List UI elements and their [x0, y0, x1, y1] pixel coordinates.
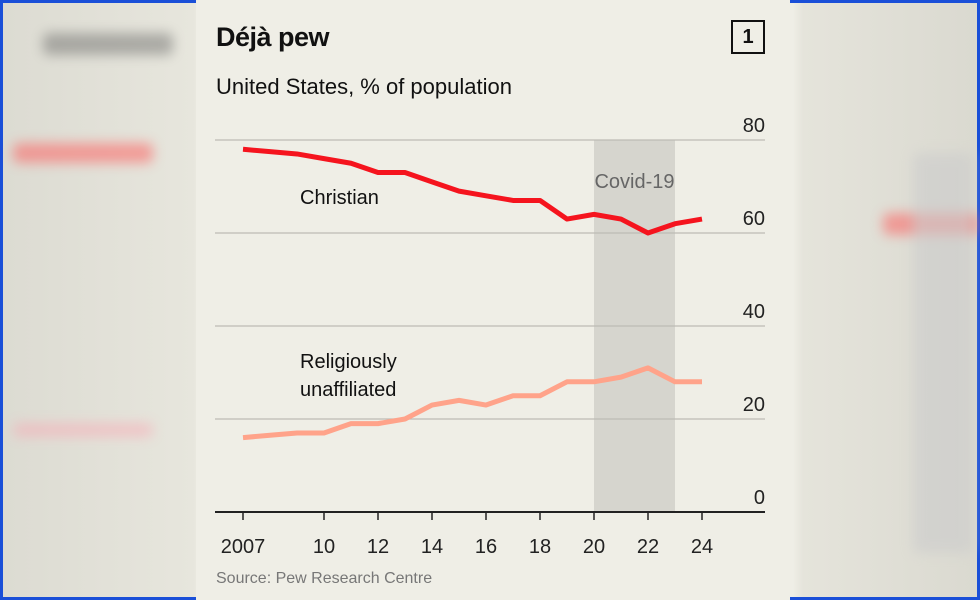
x-tick-label: 20 [583, 536, 605, 558]
chart-subtitle: United States, % of population [216, 74, 512, 99]
y-tick-label: 80 [743, 115, 765, 137]
series-line-christian [242, 146, 703, 236]
x-tick-label: 2007 [221, 536, 266, 558]
x-tick-label: 12 [367, 536, 389, 558]
series-label-unaffiliated-line1: Religiously [300, 351, 397, 373]
blurred-shade [913, 153, 973, 553]
y-tick-label: 20 [743, 394, 765, 416]
x-tick-label: 24 [691, 536, 713, 558]
x-tick-label: 10 [313, 536, 335, 558]
source-note: Source: Pew Research Centre [216, 570, 433, 587]
x-tick-label: 16 [475, 536, 497, 558]
series-line-unaffiliated [242, 365, 702, 441]
chart-number-badge: 1 [731, 20, 765, 54]
y-tick-label: 40 [743, 301, 765, 323]
series-label-unaffiliated-line2: unaffiliated [300, 379, 396, 401]
x-tick-label: 22 [637, 536, 659, 558]
chart-panel [196, 0, 790, 600]
blurred-title [43, 33, 173, 55]
y-tick-label: 60 [743, 208, 765, 230]
x-tick-label: 18 [529, 536, 551, 558]
chart-title: Déjà pew [216, 22, 330, 52]
y-tick-label: 0 [754, 487, 765, 509]
covid-label: Covid-19 [594, 171, 674, 193]
x-tick-label: 14 [421, 536, 443, 558]
blurred-line [13, 143, 153, 163]
blurred-line [13, 423, 153, 437]
series-label-christian: Christian [300, 187, 379, 209]
